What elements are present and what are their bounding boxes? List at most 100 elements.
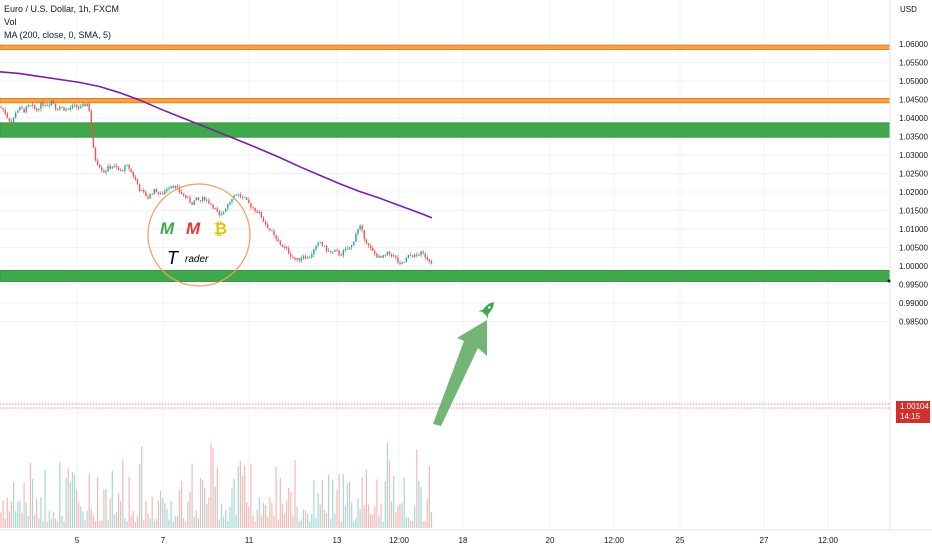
- candle-body: [201, 196, 204, 201]
- candle-body: [409, 255, 412, 256]
- candle-body: [365, 239, 368, 244]
- time-tick-label: 27: [760, 536, 769, 545]
- bar-countdown: 14:15: [900, 412, 921, 421]
- candle-body: [401, 262, 403, 265]
- volume-bar: [107, 520, 109, 528]
- candle-body: [195, 197, 197, 201]
- candle-body: [367, 243, 370, 246]
- candle-body: [128, 164, 130, 169]
- volume-bar: [155, 518, 157, 528]
- volume-bar: [78, 501, 80, 528]
- candle-body: [361, 225, 363, 231]
- price-axis-ticks[interactable]: 1.06000 1.05500 1.05000 1.04500 1.04000 1.035…: [899, 40, 928, 327]
- candle-body: [185, 195, 187, 198]
- time-tick-label: 7: [161, 536, 166, 545]
- volume-bar: [325, 513, 328, 528]
- volume-bar: [248, 506, 250, 528]
- volume-bar: [189, 491, 191, 528]
- volume-bar: [69, 482, 71, 528]
- candle-body: [155, 188, 158, 193]
- volume-bar: [273, 515, 275, 528]
- candle-body: [143, 190, 145, 193]
- candle-body: [132, 171, 134, 177]
- candle-body: [107, 165, 109, 171]
- mm-trader-logo: M M ₿ T rader: [147, 183, 251, 287]
- candle-body: [336, 250, 338, 251]
- candle-body: [101, 167, 103, 171]
- volume-bar: [323, 509, 325, 528]
- volume-bar: [141, 446, 143, 528]
- candle-body: [206, 199, 208, 201]
- candle-body: [151, 193, 153, 195]
- candle-body: [189, 197, 191, 203]
- volume-bar: [76, 489, 78, 528]
- candle-body: [430, 261, 433, 264]
- volume-bar: [304, 510, 307, 528]
- candle-body: [273, 230, 275, 236]
- candle-body: [309, 257, 311, 259]
- candle-body: [235, 195, 237, 196]
- volume-bar: [29, 462, 31, 528]
- volume-bars: [0, 442, 433, 528]
- volume-bar: [94, 521, 97, 528]
- candle-body: [340, 255, 342, 257]
- volume-bar: [357, 498, 359, 528]
- candle-body: [183, 193, 185, 196]
- candle-body: [369, 245, 372, 248]
- volume-indicator-label[interactable]: Vol: [4, 17, 17, 27]
- candle-body: [330, 250, 332, 253]
- candle-body: [157, 192, 160, 195]
- volume-bar: [340, 521, 342, 528]
- candle-body: [176, 186, 179, 188]
- volume-bar: [38, 518, 40, 528]
- candle-body: [166, 189, 168, 192]
- volume-bar: [181, 480, 183, 528]
- volume-bar: [393, 476, 395, 528]
- volume-bar: [124, 518, 126, 528]
- candle-body: [288, 248, 290, 254]
- symbol-title[interactable]: Euro / U.S. Dollar, 1h, FXCM: [4, 4, 120, 14]
- volume-bar: [204, 487, 206, 528]
- candle-body: [44, 105, 46, 107]
- candle-body: [168, 187, 170, 190]
- volume-bar: [71, 472, 73, 528]
- price-tick-label: 1.02500: [899, 170, 928, 179]
- volume-bar: [279, 477, 281, 528]
- price-axis-currency: USD: [900, 5, 917, 14]
- time-axis-ticks[interactable]: 5 7 11 13 12:00 18 20 12:00 25 27 12:00: [75, 536, 839, 545]
- volume-bar: [399, 504, 401, 528]
- candle-body: [302, 256, 305, 259]
- candle-body: [117, 167, 120, 171]
- candle-body: [138, 184, 141, 192]
- volume-bar: [46, 521, 48, 528]
- current-price-badge: 1.00104 14:15: [896, 401, 930, 423]
- volume-bar: [134, 521, 136, 528]
- candle-body: [109, 165, 111, 169]
- volume-bar: [416, 449, 418, 528]
- candle-body: [315, 245, 317, 250]
- volume-bar: [267, 516, 269, 528]
- candle-body: [141, 190, 143, 192]
- moving-average-label[interactable]: MA (200, close, 0, SMA, 5): [4, 30, 112, 40]
- volume-bar: [311, 514, 313, 528]
- volume-bar: [82, 511, 84, 528]
- volume-bar: [363, 505, 365, 528]
- candle-body: [6, 113, 8, 118]
- candle-body: [357, 229, 359, 234]
- volume-bar: [319, 504, 321, 528]
- price-tick-label: 0.99500: [899, 281, 928, 290]
- volume-bar: [197, 518, 199, 528]
- volume-bar: [365, 469, 367, 528]
- candle-body: [210, 203, 212, 205]
- logo-bitcoin-symbol: ₿: [214, 219, 227, 238]
- candle-body: [208, 199, 210, 204]
- candle-body: [193, 200, 195, 205]
- candle-body: [269, 228, 271, 231]
- candle-body: [120, 169, 122, 171]
- volume-bar: [216, 467, 218, 528]
- volume-bar: [164, 503, 166, 528]
- candle-body: [258, 211, 260, 213]
- volume-bar: [130, 515, 132, 528]
- candle-body: [50, 100, 53, 106]
